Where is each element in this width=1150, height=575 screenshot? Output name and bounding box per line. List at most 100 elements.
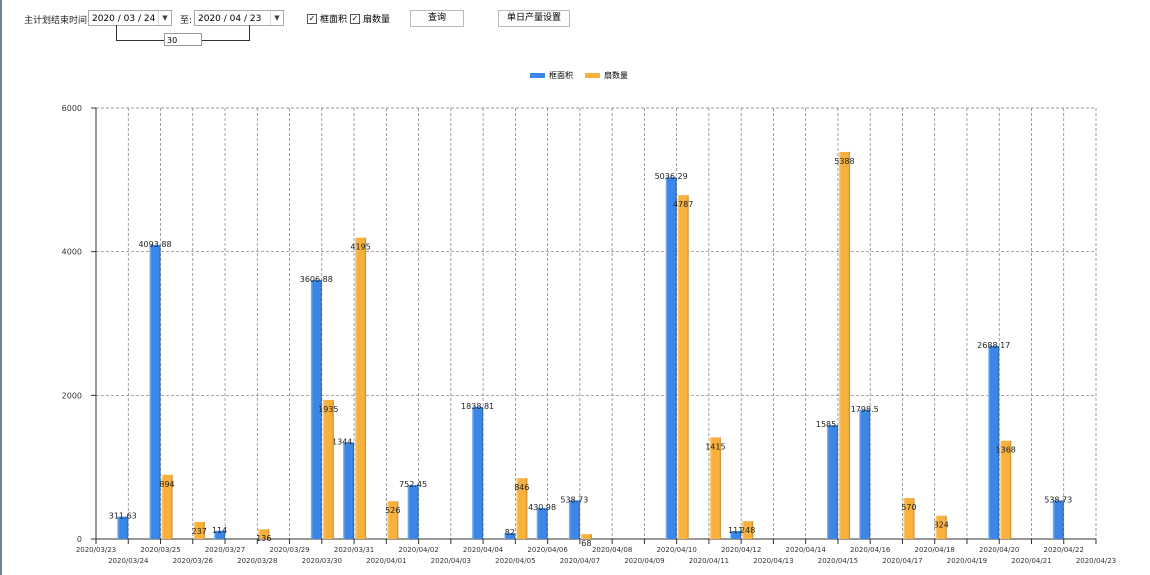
checkbox-checked-icon[interactable]: ✓ bbox=[307, 13, 317, 24]
bar-count bbox=[516, 478, 528, 539]
legend-item-area[interactable]: 框面积 bbox=[530, 70, 573, 81]
window-border bbox=[0, 0, 2, 575]
data-label: 538.73 bbox=[560, 495, 588, 504]
legend-swatch bbox=[530, 73, 545, 78]
bar-area bbox=[504, 533, 516, 539]
data-label: 82 bbox=[505, 528, 515, 537]
bar-area bbox=[407, 484, 419, 539]
legend-swatch bbox=[585, 73, 600, 78]
data-label: 248 bbox=[740, 526, 755, 535]
chart-legend: 框面积 扇数量 bbox=[530, 70, 628, 81]
query-button[interactable]: 查询 bbox=[410, 10, 464, 27]
data-label: 1838.81 bbox=[461, 402, 494, 411]
chevron-down-icon[interactable]: ▼ bbox=[270, 11, 283, 25]
data-label: 1798.5 bbox=[851, 405, 879, 414]
x-tick-label: 2020/04/22 bbox=[1044, 546, 1084, 554]
x-tick-label: 2020/03/30 bbox=[302, 557, 342, 565]
bar-count bbox=[580, 534, 592, 539]
bar-count bbox=[387, 501, 399, 539]
x-tick-label: 2020/04/12 bbox=[721, 546, 761, 554]
bar-area bbox=[214, 530, 226, 539]
bar-count bbox=[193, 521, 205, 539]
bar-count bbox=[322, 400, 334, 539]
x-tick-label: 2020/04/17 bbox=[882, 557, 922, 565]
end-date-picker[interactable]: 2020 / 04 / 23 ▼ bbox=[194, 10, 284, 26]
y-tick-label: 4000 bbox=[62, 248, 82, 257]
start-date-picker[interactable]: 2020 / 03 / 24 ▼ bbox=[88, 10, 172, 26]
bar-area bbox=[149, 244, 161, 539]
x-tick-label: 2020/04/11 bbox=[689, 557, 729, 565]
x-tick-label: 2020/04/03 bbox=[431, 557, 471, 565]
x-tick-label: 2020/03/29 bbox=[269, 546, 309, 554]
bar-count bbox=[742, 521, 754, 539]
data-label: 68 bbox=[581, 539, 591, 548]
data-label: 894 bbox=[159, 480, 174, 489]
x-tick-label: 2020/04/04 bbox=[463, 546, 504, 554]
x-tick-label: 2020/03/28 bbox=[237, 557, 277, 565]
x-tick-label: 2020/04/09 bbox=[624, 557, 664, 565]
bar-count bbox=[709, 437, 721, 539]
data-label: 430.98 bbox=[528, 503, 556, 512]
data-label: 570 bbox=[901, 503, 916, 512]
y-tick-label: 0 bbox=[77, 535, 82, 544]
legend-item-count[interactable]: 扇数量 bbox=[585, 70, 628, 81]
area-checkbox[interactable]: ✓ 框面积 bbox=[307, 12, 347, 25]
count-checkbox[interactable]: ✓ 扇数量 bbox=[350, 12, 390, 25]
x-tick-label: 2020/04/05 bbox=[495, 557, 535, 565]
chevron-down-icon[interactable]: ▼ bbox=[158, 11, 171, 25]
x-tick-label: 2020/04/18 bbox=[915, 546, 955, 554]
bar-count bbox=[258, 529, 270, 539]
data-label: 526 bbox=[385, 506, 400, 515]
bar-count bbox=[935, 515, 947, 539]
daily-output-settings-button[interactable]: 单日产量设置 bbox=[498, 10, 570, 27]
data-label: 3606.88 bbox=[300, 275, 333, 284]
start-date-value: 2020 / 03 / 24 bbox=[92, 14, 156, 24]
days-input[interactable]: 30 bbox=[164, 33, 202, 46]
bar-area bbox=[859, 409, 871, 539]
bar-area bbox=[568, 500, 580, 539]
bar-area bbox=[472, 406, 484, 539]
x-tick-label: 2020/04/15 bbox=[818, 557, 858, 565]
data-label: 324 bbox=[934, 521, 949, 530]
x-tick-label: 2020/04/06 bbox=[527, 546, 568, 554]
bar-area bbox=[536, 508, 548, 539]
bar-area bbox=[1052, 500, 1064, 539]
x-tick-label: 2020/04/13 bbox=[753, 557, 793, 565]
bar-count bbox=[1000, 440, 1012, 539]
bar-area bbox=[665, 177, 677, 539]
data-label: 4093.88 bbox=[138, 240, 171, 249]
data-label: 1344.95 bbox=[332, 437, 365, 446]
x-tick-label: 2020/03/26 bbox=[173, 557, 214, 565]
y-tick-label: 2000 bbox=[62, 391, 82, 400]
data-label: 5036.29 bbox=[655, 172, 688, 181]
date-range-label: 主计划结束时间: bbox=[24, 16, 91, 26]
bar-count bbox=[838, 151, 850, 539]
x-tick-label: 2020/03/27 bbox=[205, 546, 245, 554]
data-label: 2688.17 bbox=[977, 341, 1010, 350]
bar-area bbox=[310, 279, 322, 539]
x-tick-label: 2020/04/16 bbox=[850, 546, 891, 554]
count-checkbox-label: 扇数量 bbox=[363, 15, 391, 25]
data-label: 311.63 bbox=[109, 512, 137, 521]
x-tick-label: 2020/04/19 bbox=[947, 557, 987, 565]
x-tick-label: 2020/04/20 bbox=[979, 546, 1019, 554]
data-label: 4787 bbox=[673, 200, 693, 209]
x-tick-label: 2020/03/25 bbox=[140, 546, 180, 554]
checkbox-checked-icon[interactable]: ✓ bbox=[350, 13, 360, 24]
x-tick-label: 2020/03/24 bbox=[108, 557, 149, 565]
legend-label: 扇数量 bbox=[604, 71, 628, 80]
end-date-value: 2020 / 04 / 23 bbox=[198, 14, 262, 24]
x-tick-label: 2020/04/01 bbox=[366, 557, 406, 565]
data-label: 752.45 bbox=[399, 480, 427, 489]
bar-count bbox=[677, 195, 689, 539]
data-label: 1368 bbox=[996, 446, 1016, 455]
bar-count bbox=[161, 474, 173, 539]
bar-area bbox=[343, 442, 355, 539]
x-tick-label: 2020/04/23 bbox=[1076, 557, 1116, 565]
bar-area bbox=[826, 425, 838, 539]
y-tick-label: 6000 bbox=[62, 104, 82, 113]
x-tick-label: 2020/04/07 bbox=[560, 557, 600, 565]
area-checkbox-label: 框面积 bbox=[320, 15, 348, 25]
x-tick-label: 2020/04/14 bbox=[785, 546, 826, 554]
